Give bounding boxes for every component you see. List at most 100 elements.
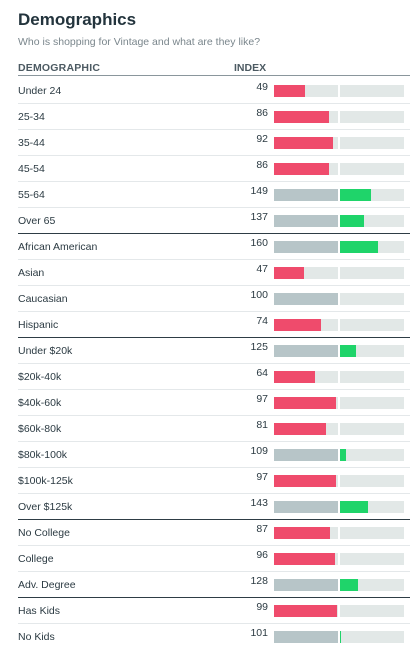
table-row: 35-44 92 <box>18 130 410 156</box>
bar-track-right <box>340 137 404 149</box>
row-index-value: 99 <box>256 601 268 613</box>
row-divider <box>18 415 410 416</box>
bar-track-right <box>340 397 404 409</box>
bar-fill-above <box>340 579 358 591</box>
table-row: No Kids 101 <box>18 624 410 650</box>
table-row: Over 65 137 <box>18 208 410 234</box>
bar-fill-above <box>340 449 346 461</box>
row-index-value: 86 <box>256 159 268 171</box>
bar-fill-below <box>274 527 330 539</box>
index-bar <box>274 163 404 175</box>
bar-track-right <box>340 163 404 175</box>
row-label: Adv. Degree <box>18 579 76 591</box>
bar-track-right <box>340 423 404 435</box>
index-bar <box>274 215 404 227</box>
row-index-value: 86 <box>256 107 268 119</box>
row-label: $20k-40k <box>18 371 62 383</box>
index-bar <box>274 527 404 539</box>
row-divider <box>18 363 410 364</box>
group-divider <box>18 519 410 520</box>
table-row: College 96 <box>18 546 410 572</box>
row-divider <box>18 103 410 104</box>
bar-fill-baseline <box>274 579 338 591</box>
row-index-value: 125 <box>250 341 268 353</box>
row-divider <box>18 467 410 468</box>
bar-fill-below <box>274 605 337 617</box>
table-row: 25-34 86 <box>18 104 410 130</box>
table-row: 45-54 86 <box>18 156 410 182</box>
row-label: No Kids <box>18 631 55 643</box>
table-row: $60k-80k 81 <box>18 416 410 442</box>
row-index-value: 92 <box>256 133 268 145</box>
index-bar <box>274 267 404 279</box>
table-row: $40k-60k 97 <box>18 390 410 416</box>
index-bar <box>274 371 404 383</box>
index-bar <box>274 449 404 461</box>
index-bar <box>274 553 404 565</box>
index-bar <box>274 475 404 487</box>
row-index-value: 49 <box>256 81 268 93</box>
row-label: $40k-60k <box>18 397 62 409</box>
row-index-value: 97 <box>256 471 268 483</box>
table-row: $100k-125k 97 <box>18 468 410 494</box>
bar-fill-above <box>340 345 356 357</box>
bar-track-right <box>340 449 404 461</box>
row-label: No College <box>18 527 70 539</box>
bar-fill-above <box>340 631 341 643</box>
page-subtitle: Who is shopping for Vintage and what are… <box>18 36 261 48</box>
index-bar <box>274 319 404 331</box>
index-bar <box>274 137 404 149</box>
row-label: 45-54 <box>18 163 45 175</box>
row-index-value: 109 <box>250 445 268 457</box>
bar-track-right <box>340 631 404 643</box>
table-row: Hispanic 74 <box>18 312 410 338</box>
bar-fill-below <box>274 475 336 487</box>
bar-fill-below <box>274 371 315 383</box>
row-index-value: 64 <box>256 367 268 379</box>
bar-fill-baseline <box>274 345 338 357</box>
bar-fill-below <box>274 553 335 565</box>
row-index-value: 160 <box>250 237 268 249</box>
index-bar <box>274 579 404 591</box>
row-index-value: 47 <box>256 263 268 275</box>
bar-fill-below <box>274 423 326 435</box>
row-label: Under 24 <box>18 85 62 97</box>
bar-track-right <box>340 319 404 331</box>
table-row: Has Kids 99 <box>18 598 410 624</box>
index-bar <box>274 423 404 435</box>
bar-fill-baseline <box>274 215 338 227</box>
row-divider <box>18 311 410 312</box>
index-bar <box>274 345 404 357</box>
bar-fill-baseline <box>274 631 338 643</box>
row-label: 35-44 <box>18 137 45 149</box>
row-label: Has Kids <box>18 605 61 617</box>
bar-track-right <box>340 527 404 539</box>
row-label: $80k-100k <box>18 449 68 461</box>
bar-track-right <box>340 371 404 383</box>
row-divider <box>18 623 410 624</box>
row-index-value: 143 <box>250 497 268 509</box>
bar-track-right <box>340 267 404 279</box>
column-header-index: INDEX <box>234 62 267 74</box>
row-label: Hispanic <box>18 319 59 331</box>
table-row: 55-64 149 <box>18 182 410 208</box>
row-index-value: 101 <box>250 627 268 639</box>
bar-track-right <box>340 553 404 565</box>
row-index-value: 74 <box>256 315 268 327</box>
table-row: No College 87 <box>18 520 410 546</box>
bar-fill-below <box>274 163 329 175</box>
table-row: Asian 47 <box>18 260 410 286</box>
column-header-demographic: DEMOGRAPHIC <box>18 62 101 74</box>
row-index-value: 137 <box>250 211 268 223</box>
bar-track-right <box>340 85 404 97</box>
bar-fill-below <box>274 267 304 279</box>
bar-track-right <box>340 293 404 305</box>
table-row: Under $20k 125 <box>18 338 410 364</box>
index-bar <box>274 397 404 409</box>
row-divider <box>18 389 410 390</box>
bar-fill-above <box>340 501 368 513</box>
row-label: African American <box>18 241 98 253</box>
bar-fill-baseline <box>274 241 338 253</box>
